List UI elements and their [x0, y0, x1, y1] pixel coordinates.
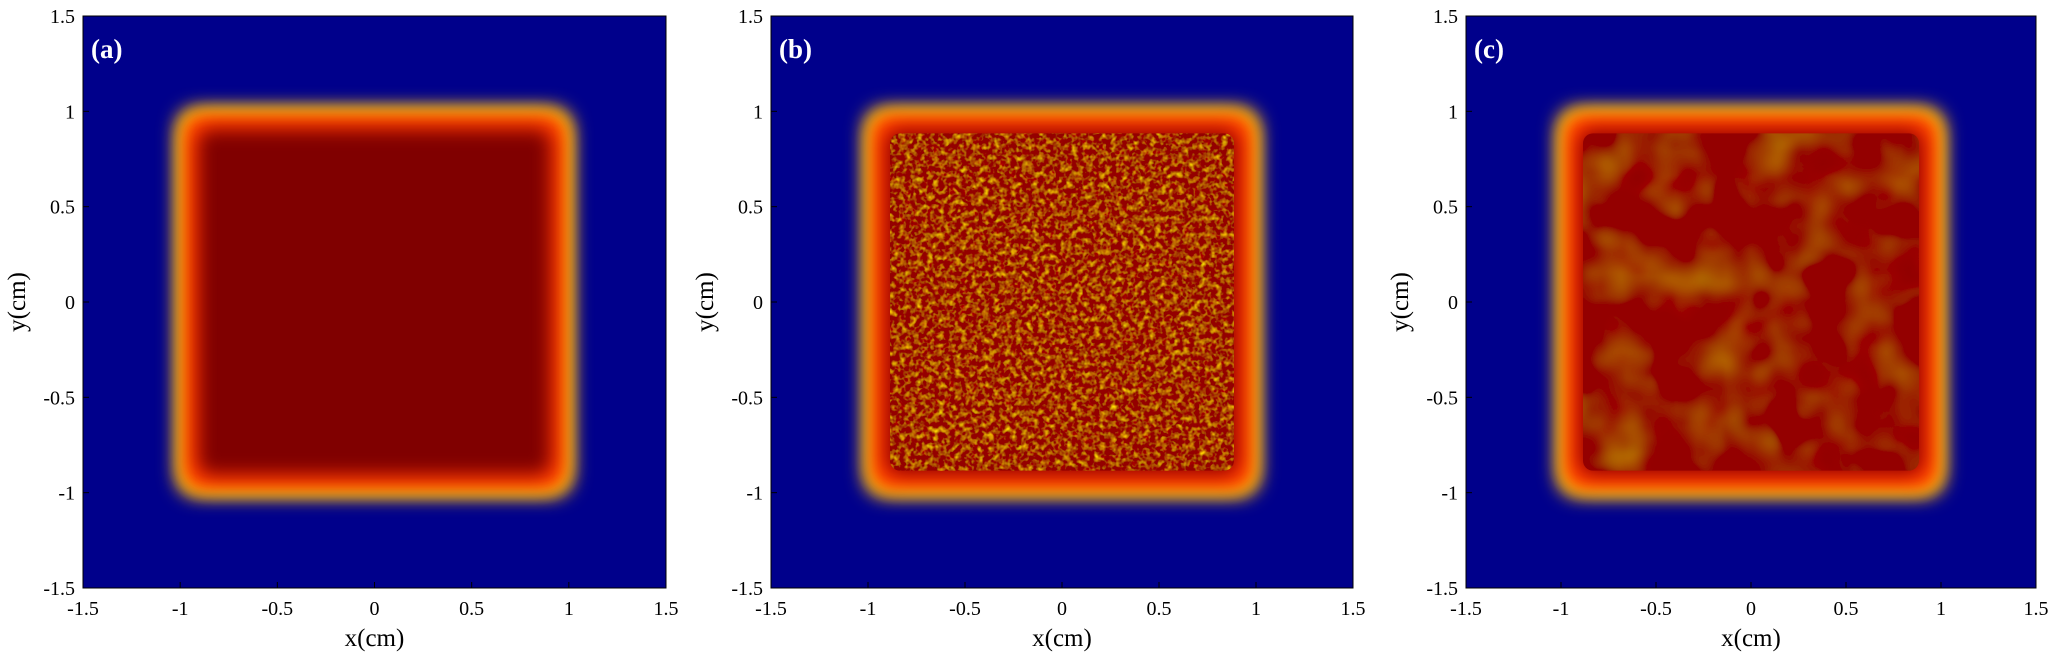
x-tick-label: 0 — [370, 598, 380, 620]
x-axis-label: x(cm) — [1032, 625, 1092, 652]
x-tick-label: 1 — [1251, 598, 1261, 620]
y-tick-label: -1 — [1441, 483, 1458, 505]
heatmap-flat-top-region — [198, 129, 551, 475]
x-tick-label: 0.5 — [1834, 598, 1859, 620]
y-tick-label: -1 — [746, 483, 763, 505]
y-tick-label: 1.5 — [1433, 6, 1458, 28]
y-tick-label: -0.5 — [1426, 387, 1458, 409]
x-tick-label: -1.5 — [1450, 598, 1482, 620]
panel-c: (c) -1.5 -1 -0.5 0 0.5 1 1.5 -1.5 -1 -0.5 0 0.5 1 1.… — [1387, 6, 2049, 652]
y-axis-label: y(cm) — [692, 272, 719, 332]
x-tick-label: -1 — [1553, 598, 1570, 620]
heatmap-noise-texture — [890, 133, 1234, 471]
panel-label: (b) — [779, 34, 812, 64]
y-tick-label: 0 — [1448, 292, 1458, 314]
panel-label: (a) — [91, 34, 122, 64]
y-tick-label: -1.5 — [1426, 578, 1458, 600]
x-tick-label: -0.5 — [949, 598, 981, 620]
y-tick-label: 1 — [753, 101, 763, 123]
x-tick-label: -0.5 — [261, 598, 293, 620]
y-axis-ticks: -1.5 -1 -0.5 0 0.5 1 1.5 — [1426, 6, 1472, 600]
x-tick-label: -0.5 — [1640, 598, 1672, 620]
x-axis-ticks: -1.5 -1 -0.5 0 0.5 1 1.5 — [1450, 582, 2049, 620]
x-tick-label: 0 — [1746, 598, 1756, 620]
y-tick-label: -1.5 — [43, 578, 75, 600]
y-tick-label: 0.5 — [50, 197, 75, 219]
x-tick-label: 0 — [1057, 598, 1067, 620]
x-tick-label: 1 — [564, 598, 574, 620]
y-tick-label: 0 — [753, 292, 763, 314]
y-tick-label: 0.5 — [738, 197, 763, 219]
y-tick-label: 0.5 — [1433, 197, 1458, 219]
x-tick-label: 1.5 — [2024, 598, 2049, 620]
x-tick-label: 1 — [1936, 598, 1946, 620]
heatmap-noise-texture — [1583, 133, 1919, 471]
y-axis-ticks: -1.5 -1 -0.5 0 0.5 1 1.5 — [43, 6, 89, 600]
x-tick-label: -1 — [172, 598, 189, 620]
x-tick-label: -1.5 — [67, 598, 99, 620]
x-axis-label: x(cm) — [1721, 625, 1781, 652]
x-tick-label: -1.5 — [755, 598, 787, 620]
y-axis-label: y(cm) — [4, 272, 31, 332]
y-tick-label: -1.5 — [731, 578, 763, 600]
y-tick-label: 1 — [1448, 101, 1458, 123]
y-tick-label: -0.5 — [43, 387, 75, 409]
x-axis-ticks: -1.5 -1 -0.5 0 0.5 1 1.5 — [67, 582, 679, 620]
panel-a: (a) -1.5 -1 -0.5 0 0.5 1 1.5 -1.5 -1 -0.5 0 0.5 1 1.… — [4, 6, 679, 652]
y-tick-label: 1.5 — [738, 6, 763, 28]
x-tick-label: 1.5 — [1341, 598, 1366, 620]
x-tick-label: 0.5 — [1147, 598, 1172, 620]
y-axis-label: y(cm) — [1387, 272, 1414, 332]
y-tick-label: -1 — [58, 483, 75, 505]
x-axis-label: x(cm) — [345, 625, 405, 652]
x-tick-label: 1.5 — [654, 598, 679, 620]
y-tick-label: 1.5 — [50, 6, 75, 28]
y-tick-label: 0 — [65, 292, 75, 314]
x-tick-label: -1 — [860, 598, 877, 620]
panel-label: (c) — [1474, 34, 1504, 64]
panel-b: (b) -1.5 -1 -0.5 0 0.5 1 1.5 -1.5 -1 -0.5 0 0.5 1 1.… — [692, 6, 1366, 652]
x-tick-label: 0.5 — [459, 598, 484, 620]
y-tick-label: 1 — [65, 101, 75, 123]
y-tick-label: -0.5 — [731, 387, 763, 409]
x-axis-ticks: -1.5 -1 -0.5 0 0.5 1 1.5 — [755, 582, 1366, 620]
y-axis-ticks: -1.5 -1 -0.5 0 0.5 1 1.5 — [731, 6, 777, 600]
